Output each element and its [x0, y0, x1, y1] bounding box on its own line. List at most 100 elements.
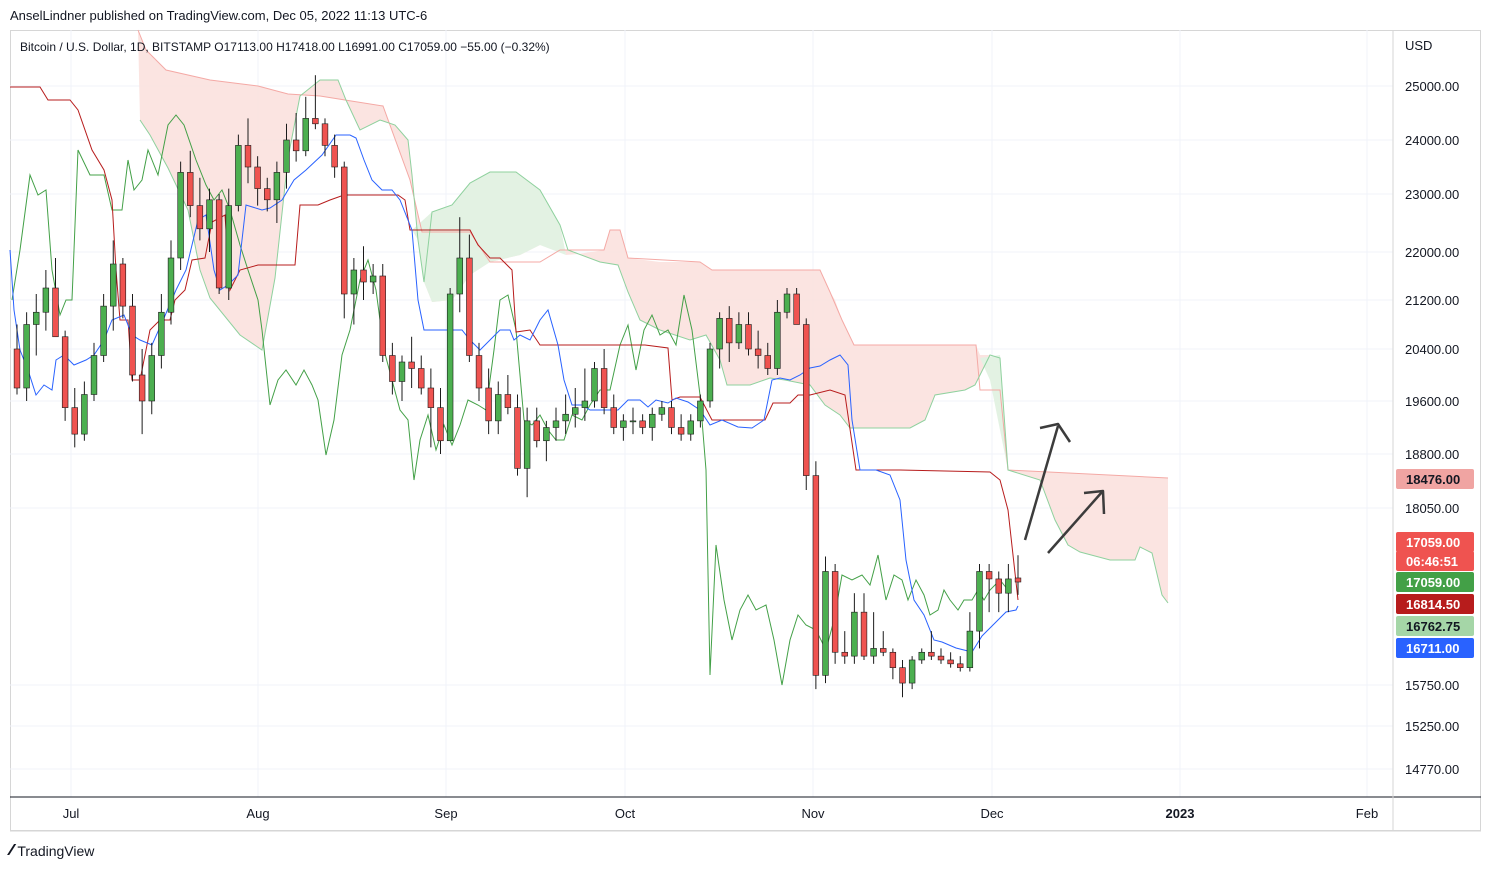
time-tick-label: Oct: [615, 806, 636, 821]
price-label-box: [1396, 594, 1474, 614]
ichimoku-cloud-bullish-1: [412, 172, 566, 302]
candle-body: [803, 324, 810, 476]
candle: [1014, 555, 1022, 595]
time-tick-label: Aug: [246, 806, 269, 821]
candle-body: [610, 407, 617, 428]
candle: [985, 564, 993, 613]
candle: [947, 652, 954, 668]
price-label-text: 17059.00: [1406, 575, 1460, 590]
candle: [908, 656, 916, 690]
candle: [764, 342, 771, 375]
price-label-senkou-span-a: 16762.75: [1396, 616, 1474, 636]
price-tick-label: 18800.00: [1405, 447, 1459, 462]
candle-body: [812, 475, 820, 676]
candle: [23, 312, 30, 401]
candle: [880, 631, 887, 657]
price-tick-label: 15750.00: [1405, 678, 1459, 693]
candle-body: [360, 269, 367, 283]
candle-body: [889, 651, 897, 668]
candle-body: [110, 263, 117, 307]
candle-body: [167, 257, 175, 313]
candle-body: [264, 188, 271, 201]
candle: [52, 258, 59, 338]
candle-body: [225, 205, 232, 289]
candle: [485, 368, 492, 435]
time-tick-label: Feb: [1356, 806, 1378, 821]
candle-body: [475, 355, 483, 389]
candle-body: [899, 667, 906, 684]
candle-body: [677, 427, 685, 435]
candle-body: [100, 305, 107, 356]
candle: [408, 336, 415, 388]
time-tick-label: Jul: [63, 806, 80, 821]
candle-body: [870, 648, 877, 657]
footer: ⁄⁄ TradingView: [10, 842, 94, 860]
price-tick-label: 15250.00: [1405, 719, 1459, 734]
candle: [783, 288, 791, 319]
candle: [302, 96, 309, 157]
publish-header: AnselLindner published on TradingView.co…: [10, 8, 427, 23]
candle: [995, 571, 1002, 613]
candle-body: [302, 118, 309, 152]
candle: [620, 414, 627, 441]
candle-body: [187, 172, 194, 206]
price-label-box: [1396, 616, 1474, 636]
time-tick-label: Sep: [434, 806, 457, 821]
candle-body: [504, 394, 512, 408]
candle-body: [437, 407, 444, 442]
ichimoku-cloud-bullish-2: [980, 355, 1008, 470]
candle: [167, 240, 175, 325]
candle: [533, 407, 540, 448]
candle-body: [629, 420, 637, 423]
candle-body: [668, 407, 675, 428]
candle: [244, 118, 252, 184]
candle: [552, 407, 560, 441]
candle-body: [716, 318, 723, 350]
price-axis-background: [1394, 31, 1480, 796]
forecast-arrow-2: [1047, 491, 1103, 554]
price-tick-label: 22000.00: [1405, 245, 1459, 260]
candle-body: [408, 361, 415, 369]
candle: [1005, 564, 1012, 613]
candle-body: [639, 420, 646, 428]
candle-body: [495, 394, 502, 422]
price-axis-currency: USD: [1405, 38, 1432, 53]
price-label-close: 17059.00: [1396, 572, 1474, 592]
price-label-box: [1396, 572, 1474, 592]
candle-body: [754, 348, 762, 356]
candle-body: [937, 655, 945, 661]
candle: [196, 177, 204, 241]
candle-body: [620, 420, 627, 428]
candle: [610, 394, 617, 435]
price-label-text: 18476.00: [1406, 472, 1460, 487]
senkou-span-a-line: [139, 79, 1169, 604]
price-tick-label: 14770.00: [1405, 762, 1459, 777]
footer-brand: TradingView: [17, 843, 95, 859]
candle-body: [283, 139, 290, 173]
candle: [437, 388, 444, 454]
candle: [966, 612, 974, 672]
candle: [110, 240, 117, 331]
candle-body: [206, 199, 213, 230]
candle: [591, 362, 598, 408]
price-label-last-price: 17059.00: [1396, 532, 1474, 552]
candle-body: [706, 348, 714, 402]
candle-body: [321, 123, 329, 146]
candle-body: [292, 139, 300, 152]
candle-body: [860, 611, 868, 657]
candle: [677, 414, 685, 441]
candle-body: [398, 361, 406, 382]
candle-body: [119, 263, 127, 307]
candle-body: [273, 172, 281, 201]
candle-body: [851, 611, 858, 657]
candle-body: [783, 293, 791, 313]
candle: [273, 161, 281, 223]
candle-body: [379, 275, 386, 356]
candle: [187, 150, 194, 218]
candle: [889, 648, 897, 680]
candle-body: [995, 578, 1002, 594]
candle-body: [418, 368, 425, 389]
candle-body: [697, 400, 704, 422]
chart-legend: Bitcoin / U.S. Dollar, 1D, BITSTAMP O171…: [20, 40, 550, 54]
